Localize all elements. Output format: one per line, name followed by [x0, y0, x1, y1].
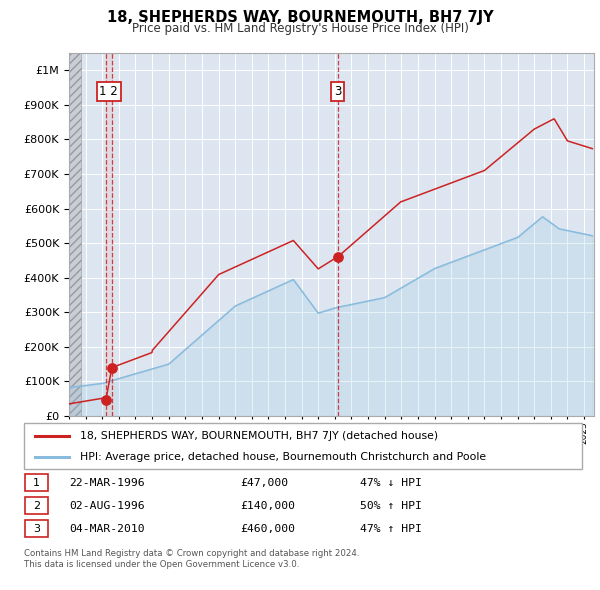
Text: Price paid vs. HM Land Registry's House Price Index (HPI): Price paid vs. HM Land Registry's House …: [131, 22, 469, 35]
Text: 50% ↑ HPI: 50% ↑ HPI: [360, 501, 422, 510]
Text: This data is licensed under the Open Government Licence v3.0.: This data is licensed under the Open Gov…: [24, 560, 299, 569]
Text: £140,000: £140,000: [240, 501, 295, 510]
Point: [333, 253, 343, 262]
Text: 3: 3: [33, 524, 40, 533]
Text: 18, SHEPHERDS WAY, BOURNEMOUTH, BH7 7JY: 18, SHEPHERDS WAY, BOURNEMOUTH, BH7 7JY: [107, 10, 493, 25]
Text: 1: 1: [33, 478, 40, 487]
Text: £460,000: £460,000: [240, 524, 295, 533]
Text: £47,000: £47,000: [240, 478, 288, 487]
Bar: [69, 53, 82, 416]
Text: 18, SHEPHERDS WAY, BOURNEMOUTH, BH7 7JY (detached house): 18, SHEPHERDS WAY, BOURNEMOUTH, BH7 7JY …: [80, 431, 438, 441]
Text: 2: 2: [33, 501, 40, 510]
Text: 47% ↑ HPI: 47% ↑ HPI: [360, 524, 422, 533]
Text: HPI: Average price, detached house, Bournemouth Christchurch and Poole: HPI: Average price, detached house, Bour…: [80, 452, 486, 462]
Bar: [106, 53, 112, 416]
Text: 02-AUG-1996: 02-AUG-1996: [69, 501, 145, 510]
Text: Contains HM Land Registry data © Crown copyright and database right 2024.: Contains HM Land Registry data © Crown c…: [24, 549, 359, 558]
Text: 22-MAR-1996: 22-MAR-1996: [69, 478, 145, 487]
Text: 47% ↓ HPI: 47% ↓ HPI: [360, 478, 422, 487]
Point: [107, 363, 116, 372]
Text: 1 2: 1 2: [100, 85, 118, 98]
Text: 3: 3: [334, 85, 341, 98]
Text: 04-MAR-2010: 04-MAR-2010: [69, 524, 145, 533]
Point: [101, 395, 110, 404]
